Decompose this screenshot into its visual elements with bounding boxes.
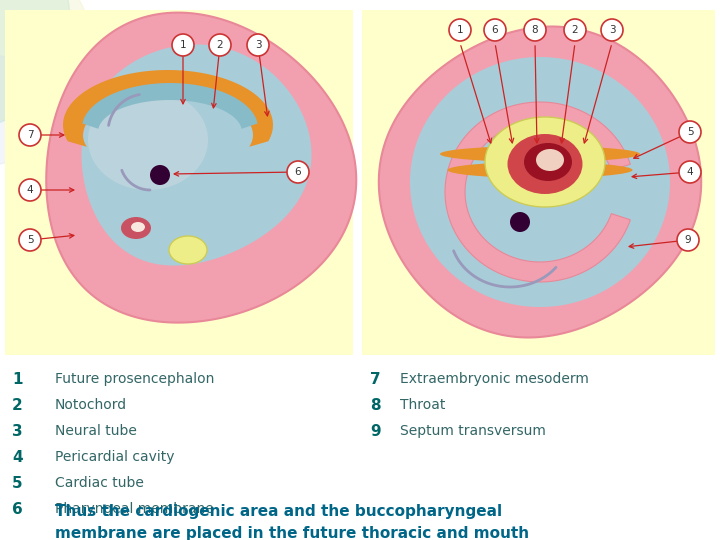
Text: Cardiac tube: Cardiac tube xyxy=(55,476,144,490)
Circle shape xyxy=(247,34,269,56)
Bar xyxy=(362,10,715,355)
Text: 5: 5 xyxy=(687,127,693,137)
Polygon shape xyxy=(445,102,630,282)
Text: 1: 1 xyxy=(180,40,186,50)
Polygon shape xyxy=(81,44,312,266)
Polygon shape xyxy=(379,26,701,337)
Circle shape xyxy=(449,19,471,41)
Text: Future prosencephalon: Future prosencephalon xyxy=(55,372,215,386)
Text: 1: 1 xyxy=(456,25,463,35)
Text: 6: 6 xyxy=(492,25,498,35)
Circle shape xyxy=(564,19,586,41)
Text: Extraembryonic mesoderm: Extraembryonic mesoderm xyxy=(400,372,589,386)
Text: 8: 8 xyxy=(531,25,539,35)
Text: Thus the cardiogenic area and the buccopharyngeal: Thus the cardiogenic area and the buccop… xyxy=(55,504,502,519)
Text: Septum transversum: Septum transversum xyxy=(400,424,546,438)
Polygon shape xyxy=(88,90,208,190)
Text: 8: 8 xyxy=(370,398,381,413)
Ellipse shape xyxy=(121,217,151,239)
Ellipse shape xyxy=(508,134,582,194)
Polygon shape xyxy=(82,83,258,129)
Circle shape xyxy=(209,34,231,56)
Ellipse shape xyxy=(131,222,145,232)
Circle shape xyxy=(19,124,41,146)
Ellipse shape xyxy=(169,236,207,264)
Circle shape xyxy=(679,121,701,143)
Polygon shape xyxy=(63,70,273,147)
Text: 5: 5 xyxy=(27,235,33,245)
Bar xyxy=(5,10,353,355)
Text: Pharyngeal membrane: Pharyngeal membrane xyxy=(55,502,214,516)
Text: 7: 7 xyxy=(27,130,33,140)
Text: Pericardial cavity: Pericardial cavity xyxy=(55,450,174,464)
Circle shape xyxy=(19,179,41,201)
Text: 6: 6 xyxy=(12,502,23,517)
Text: 5: 5 xyxy=(12,476,22,491)
Text: 1: 1 xyxy=(12,372,22,387)
Text: 3: 3 xyxy=(608,25,616,35)
Text: Neural tube: Neural tube xyxy=(55,424,137,438)
Circle shape xyxy=(679,161,701,183)
Circle shape xyxy=(0,0,90,120)
Text: 7: 7 xyxy=(370,372,381,387)
Circle shape xyxy=(0,0,70,130)
Circle shape xyxy=(19,229,41,251)
Circle shape xyxy=(150,165,170,185)
Text: 4: 4 xyxy=(12,450,22,465)
Text: Throat: Throat xyxy=(400,398,446,412)
Circle shape xyxy=(677,229,699,251)
Text: 9: 9 xyxy=(685,235,691,245)
Ellipse shape xyxy=(536,149,564,171)
Circle shape xyxy=(524,19,546,41)
Text: 2: 2 xyxy=(572,25,578,35)
Text: 9: 9 xyxy=(370,424,381,439)
Text: 4: 4 xyxy=(27,185,33,195)
Polygon shape xyxy=(410,57,670,307)
Ellipse shape xyxy=(448,162,632,178)
Ellipse shape xyxy=(440,146,640,162)
Circle shape xyxy=(172,34,194,56)
Text: 2: 2 xyxy=(12,398,23,413)
Circle shape xyxy=(287,161,309,183)
Circle shape xyxy=(484,19,506,41)
Circle shape xyxy=(510,212,530,232)
Polygon shape xyxy=(46,12,356,322)
Ellipse shape xyxy=(485,117,605,207)
Circle shape xyxy=(601,19,623,41)
Ellipse shape xyxy=(524,143,572,181)
Text: 3: 3 xyxy=(12,424,22,439)
Text: 4: 4 xyxy=(687,167,693,177)
Text: 2: 2 xyxy=(217,40,223,50)
Circle shape xyxy=(0,55,45,165)
Text: 3: 3 xyxy=(255,40,261,50)
Text: Notochord: Notochord xyxy=(55,398,127,412)
Text: 6: 6 xyxy=(294,167,301,177)
Text: membrane are placed in the future thoracic and mouth: membrane are placed in the future thorac… xyxy=(55,526,529,540)
